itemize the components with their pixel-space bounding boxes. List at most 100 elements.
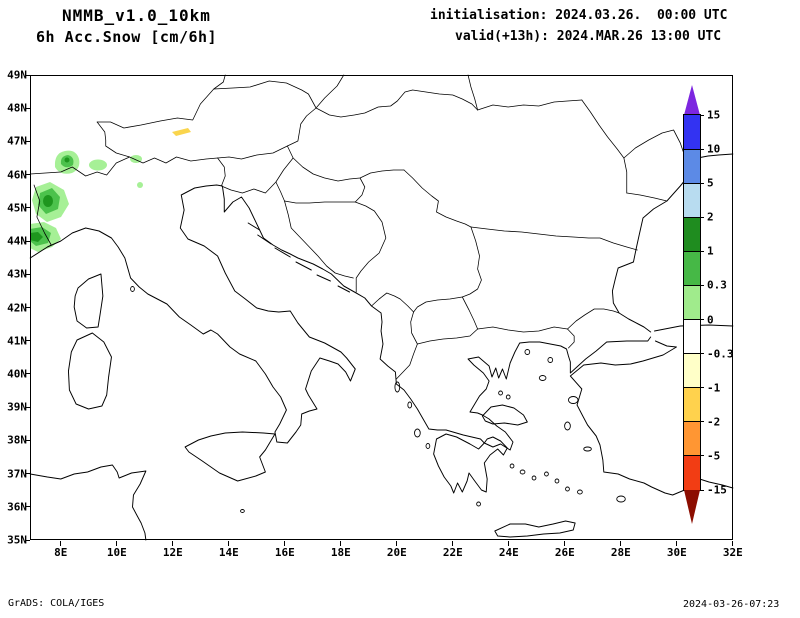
lat-tick xyxy=(25,240,30,242)
colorbar-tick xyxy=(701,148,704,150)
colorbar-box xyxy=(684,455,700,490)
lon-tick-label: 24E xyxy=(498,546,519,559)
border xyxy=(217,145,288,160)
lat-tick xyxy=(25,140,30,142)
colorbar-box xyxy=(684,353,700,388)
border xyxy=(461,296,478,330)
field-title: 6h Acc.Snow [cm/6h] xyxy=(36,28,218,46)
lon-tick xyxy=(732,541,734,546)
colorbar-separator xyxy=(684,284,700,286)
lat-tick-label: 44N xyxy=(7,234,27,248)
lon-tick xyxy=(564,541,566,546)
colorbar-tick-label: 0 xyxy=(707,313,714,327)
border xyxy=(284,200,354,279)
border xyxy=(470,226,638,251)
lat-tick-label: 38N xyxy=(7,433,27,447)
lat-tick xyxy=(25,273,30,275)
colorbar-top-arrow xyxy=(684,85,700,115)
island xyxy=(519,469,526,475)
colorbar-tick-label: 5 xyxy=(707,176,714,190)
island xyxy=(568,396,579,404)
colorbar-bottom-arrow xyxy=(684,490,700,524)
island xyxy=(565,486,570,492)
lat-tick-label: 49N xyxy=(7,68,27,82)
colorbar-tick-label: 10 xyxy=(707,142,721,156)
border xyxy=(286,107,317,147)
border xyxy=(477,99,583,111)
island xyxy=(616,495,626,503)
lat-tick xyxy=(25,439,30,441)
lat-tick-label: 43N xyxy=(7,267,27,281)
coastline xyxy=(29,464,147,541)
border xyxy=(286,145,294,159)
lon-tick xyxy=(60,541,62,546)
lon-tick xyxy=(396,541,398,546)
lon-tick-label: 8E xyxy=(54,546,68,559)
lat-tick-label: 35N xyxy=(7,533,27,547)
colorbar-tick-label: 2 xyxy=(707,210,714,224)
border xyxy=(581,99,628,194)
colorbar-tick xyxy=(701,216,704,218)
colorbar-box xyxy=(684,217,700,252)
colorbar-separator xyxy=(684,250,700,252)
coastline xyxy=(184,431,276,482)
lat-tick-label: 48N xyxy=(7,101,27,115)
island xyxy=(498,390,503,396)
coastline xyxy=(247,222,350,293)
lon-tick-label: 12E xyxy=(162,546,183,559)
colorbar-tick xyxy=(701,250,704,252)
lat-tick xyxy=(25,473,30,475)
lon-tick-label: 30E xyxy=(666,546,687,559)
colorbar-separator xyxy=(684,148,700,150)
lon-tick xyxy=(172,541,174,546)
lon-tick-label: 18E xyxy=(330,546,351,559)
island xyxy=(130,286,135,292)
lat-tick-label: 40N xyxy=(7,367,27,381)
border xyxy=(567,308,620,330)
snow-patch xyxy=(30,232,43,242)
colorbar-tick xyxy=(701,455,704,457)
lon-tick xyxy=(508,541,510,546)
valid-time-label: valid(+13h): 2024.MAR.26 13:00 UTC xyxy=(455,29,722,44)
islands xyxy=(130,286,626,513)
lon-tick xyxy=(340,541,342,546)
lat-tick-label: 41N xyxy=(7,334,27,348)
lon-tick-label: 28E xyxy=(610,546,631,559)
border xyxy=(292,157,405,182)
colorbar-tick xyxy=(701,182,704,184)
border xyxy=(477,326,568,333)
lat-tick-label: 39N xyxy=(7,400,27,414)
map-canvas xyxy=(29,74,734,541)
island xyxy=(531,475,537,481)
island xyxy=(564,421,571,431)
lon-tick xyxy=(620,541,622,546)
border xyxy=(623,129,692,174)
lat-tick-label: 36N xyxy=(7,500,27,514)
border xyxy=(410,311,418,345)
border xyxy=(284,200,356,204)
border xyxy=(467,74,478,111)
colorbar-tick xyxy=(701,353,704,355)
coastline xyxy=(569,340,734,496)
border xyxy=(217,157,226,187)
border xyxy=(315,89,478,118)
island xyxy=(524,349,531,355)
colorbar-separator xyxy=(684,182,700,184)
lon-tick-label: 10E xyxy=(106,546,127,559)
border xyxy=(417,328,478,345)
colorbar-tick-label: -15 xyxy=(707,483,727,497)
colorbar-box xyxy=(684,183,700,218)
coastlines xyxy=(29,153,734,541)
lat-tick xyxy=(25,107,30,109)
border xyxy=(413,296,463,313)
border xyxy=(403,169,472,228)
island xyxy=(544,471,549,477)
colorbar-tick xyxy=(701,489,704,491)
colorbar-tick xyxy=(701,319,704,321)
colorbar-box xyxy=(684,387,700,422)
lat-tick-label: 42N xyxy=(7,301,27,314)
lat-tick xyxy=(25,74,30,76)
border xyxy=(371,292,414,313)
colorbar-tick xyxy=(701,421,704,423)
